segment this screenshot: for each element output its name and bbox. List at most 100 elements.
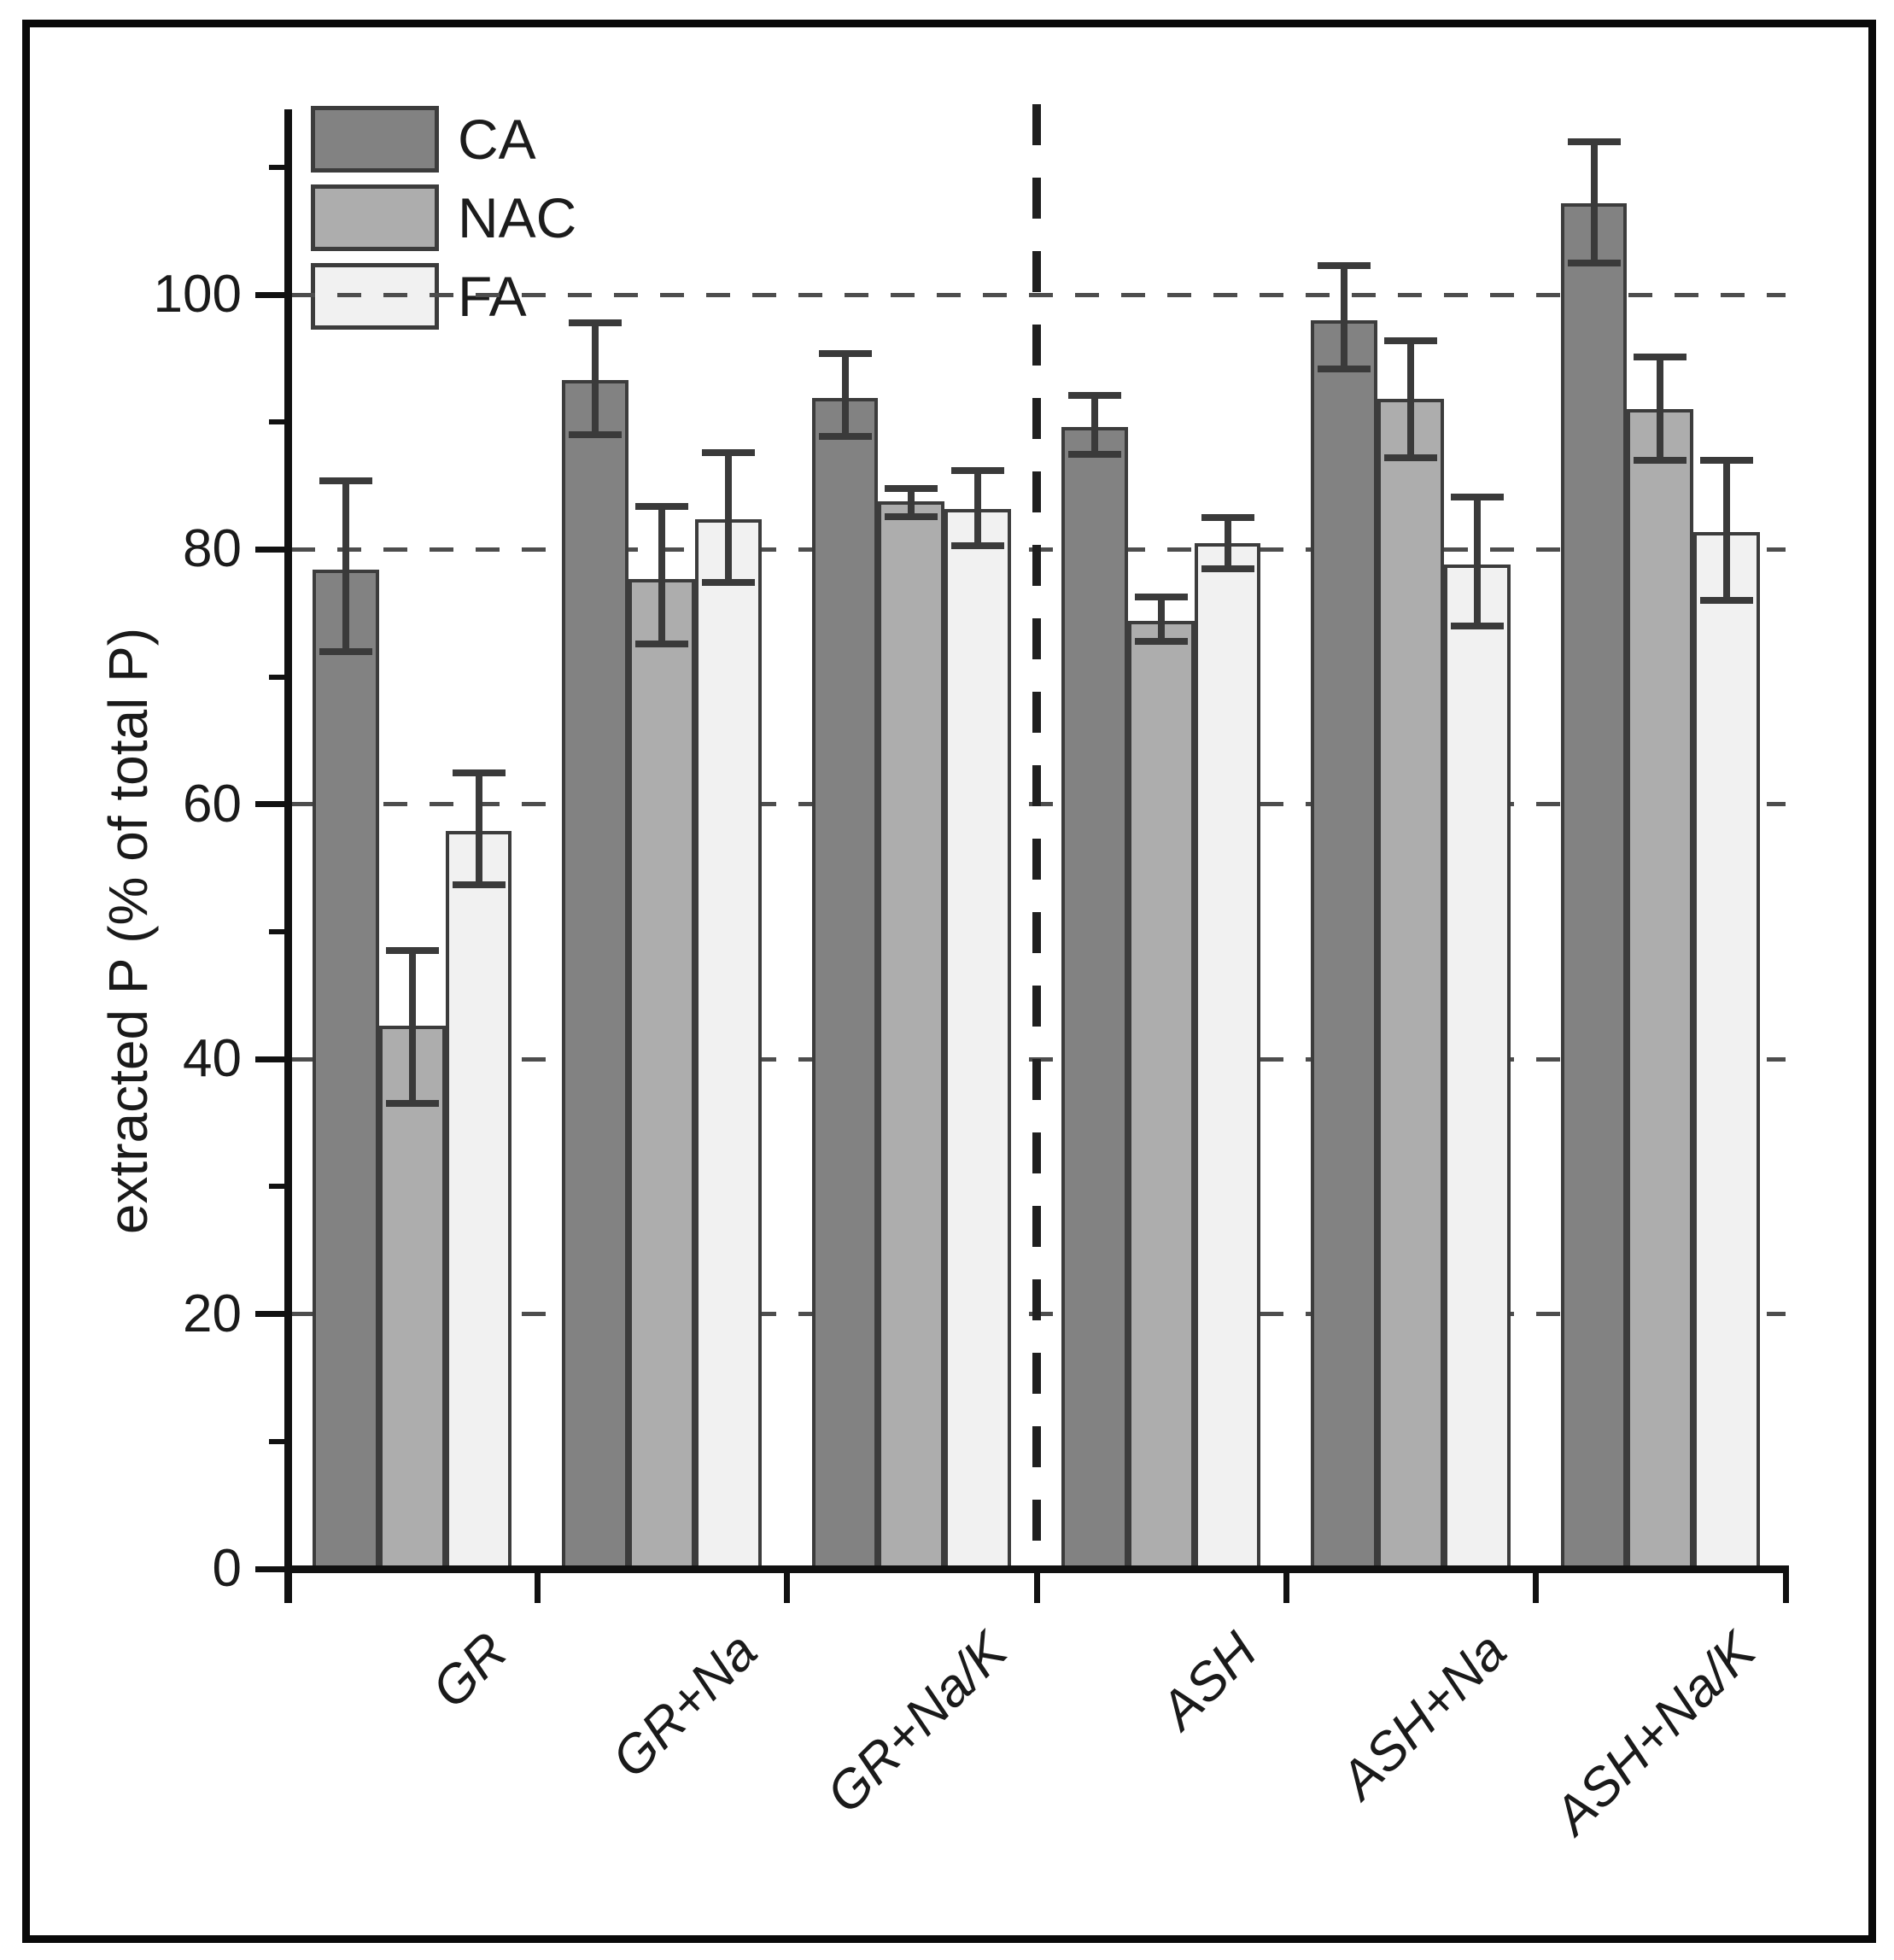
error-bar-whisker: [658, 506, 666, 644]
bar-NAC-ASH: [1127, 620, 1195, 1569]
error-bar-whisker: [1224, 518, 1231, 569]
error-bar-cap-top: [951, 466, 1005, 474]
error-bar-cap-top: [885, 484, 938, 492]
error-bar-cap-bottom: [1700, 597, 1754, 605]
x-boundary-tick: [784, 1569, 791, 1603]
bar-CA-GR+Na/K: [811, 397, 879, 1569]
error-bar-whisker: [1657, 357, 1664, 460]
error-bar-cap-top: [1567, 137, 1621, 145]
error-bar-whisker: [974, 470, 982, 546]
x-boundary-tick: [1782, 1569, 1789, 1603]
error-bar-cap-bottom: [452, 881, 506, 888]
bar-CA-ASH+Na: [1311, 319, 1378, 1569]
error-bar-cap-top: [319, 477, 372, 484]
x-category-label: ASH+Na/K: [1543, 1621, 1768, 1846]
legend-swatch-NAC: [311, 184, 439, 251]
error-bar-cap-bottom: [1318, 365, 1371, 372]
error-bar-whisker: [841, 353, 849, 436]
y-major-tick: [255, 1565, 288, 1572]
error-bar-whisker: [1590, 141, 1598, 263]
x-boundary-tick: [284, 1569, 291, 1603]
x-boundary-tick: [534, 1569, 541, 1603]
error-bar-cap-top: [1318, 261, 1371, 269]
error-bar-whisker: [342, 480, 349, 652]
y-axis-line: [284, 109, 292, 1603]
error-bar-whisker: [1341, 265, 1348, 369]
error-bar-cap-top: [1634, 354, 1687, 361]
y-axis-title: extracted P (% of total P): [97, 627, 159, 1235]
y-minor-tick: [269, 1184, 288, 1190]
bar-FA-GR+Na: [694, 518, 762, 1569]
error-bar-whisker: [1090, 395, 1098, 454]
error-bar-whisker: [1723, 459, 1731, 601]
error-bar-cap-bottom: [818, 432, 872, 440]
group-separator-line: [1032, 104, 1041, 1569]
error-bar-whisker: [724, 453, 732, 583]
error-bar-whisker: [475, 772, 482, 885]
error-bar-cap-bottom: [569, 431, 623, 439]
error-bar-whisker: [408, 951, 416, 1104]
error-bar-whisker: [1473, 497, 1481, 626]
error-bar-cap-top: [1134, 593, 1188, 600]
error-bar-cap-bottom: [1134, 637, 1188, 645]
bar-CA-ASH+Na/K: [1560, 202, 1628, 1569]
error-bar-cap-bottom: [635, 640, 689, 647]
y-major-tick: [255, 1056, 288, 1062]
error-bar-cap-bottom: [885, 512, 938, 520]
legend: CA NAC FA: [307, 102, 598, 350]
legend-row-CA: CA: [311, 106, 576, 173]
error-bar-cap-top: [818, 349, 872, 357]
x-boundary-tick: [1283, 1569, 1289, 1603]
y-minor-tick: [269, 1438, 288, 1444]
error-bar-cap-top: [701, 449, 755, 456]
bar-NAC-GR: [378, 1026, 446, 1569]
bar-NAC-GR+Na: [628, 578, 695, 1569]
bar-NAC-GR+Na/K: [878, 500, 945, 1569]
error-bar-cap-bottom: [1201, 565, 1254, 572]
error-bar-cap-bottom: [319, 647, 372, 655]
x-boundary-tick: [1533, 1569, 1540, 1603]
legend-row-NAC: NAC: [311, 184, 576, 251]
error-bar-cap-top: [452, 769, 506, 776]
error-bar-whisker: [592, 322, 599, 436]
error-bar-cap-top: [569, 319, 623, 326]
error-bar-cap-top: [1700, 456, 1754, 464]
error-bar-cap-bottom: [1067, 450, 1121, 458]
bar-CA-GR+Na: [562, 379, 629, 1569]
error-bar-cap-bottom: [1567, 259, 1621, 266]
legend-label-NAC: NAC: [458, 186, 577, 249]
x-category-label: GR: [421, 1621, 519, 1720]
bar-CA-ASH: [1061, 427, 1128, 1569]
x-category-label: GR+Na: [600, 1621, 769, 1789]
y-tick-label: 20: [183, 1284, 242, 1343]
legend-label-CA: CA: [458, 108, 536, 171]
bar-NAC-ASH+Na/K: [1627, 409, 1694, 1569]
y-tick-label: 80: [183, 519, 242, 579]
y-major-tick: [255, 291, 288, 298]
error-bar-whisker: [908, 488, 915, 517]
x-category-label: ASH+Na: [1329, 1621, 1517, 1811]
error-bar-cap-bottom: [701, 579, 755, 587]
error-bar-cap-bottom: [385, 1100, 439, 1108]
y-tick-label: 0: [212, 1539, 242, 1598]
error-bar-cap-bottom: [1634, 456, 1687, 464]
bar-FA-ASH+Na: [1443, 565, 1511, 1569]
legend-swatch-CA: [311, 106, 439, 173]
error-bar-cap-top: [635, 502, 689, 510]
x-category-label: GR+Na/K: [815, 1621, 1019, 1825]
error-bar-cap-top: [385, 947, 439, 955]
y-minor-tick: [269, 164, 288, 170]
error-bar-cap-top: [1067, 391, 1121, 399]
y-minor-tick: [269, 929, 288, 934]
error-bar-cap-bottom: [951, 541, 1005, 549]
y-major-tick: [255, 1311, 288, 1318]
error-bar-whisker: [1157, 596, 1165, 641]
y-minor-tick: [269, 674, 288, 680]
bar-NAC-ASH+Na: [1377, 399, 1444, 1569]
bar-CA-GR: [313, 570, 379, 1569]
error-bar-cap-top: [1384, 336, 1438, 344]
y-tick-label: 100: [153, 265, 242, 324]
y-tick-label: 40: [183, 1029, 242, 1089]
error-bar-whisker: [1407, 340, 1415, 458]
